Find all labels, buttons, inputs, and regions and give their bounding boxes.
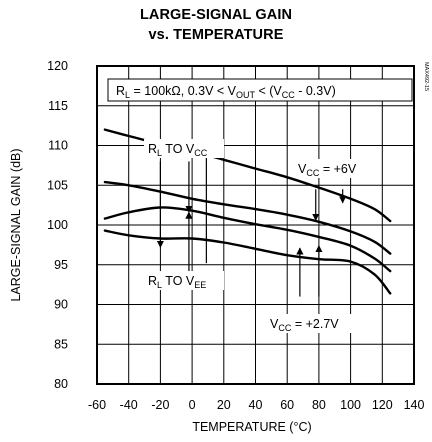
annotation-vcc-27v: VCC = +2.7V <box>270 317 339 333</box>
vcc-27v-label-bg <box>266 314 358 333</box>
y-axis-label: LARGE-SIGNAL GAIN (dB) <box>9 148 23 301</box>
y-tick-label: 115 <box>48 99 68 113</box>
series-line <box>103 180 392 255</box>
y-tick-label: 85 <box>54 337 68 351</box>
y-tick-label: 110 <box>48 139 68 153</box>
condition-label: RL = 100kΩ, 0.3V < VOUT < (VCC - 0.3V) <box>116 84 336 100</box>
plot-frame <box>96 65 415 385</box>
part-number: MAX492-15 <box>423 62 429 91</box>
vcc-6v-label-bg <box>294 159 376 178</box>
annotation-arrows <box>156 149 347 297</box>
x-tick-label: 140 <box>404 398 425 412</box>
condition-box <box>107 78 413 102</box>
y-tick-label: 100 <box>47 218 68 232</box>
chart-title: LARGE-SIGNAL GAIN <box>139 7 293 23</box>
y-tick-label: 90 <box>54 298 68 312</box>
y-tick-label: 105 <box>47 178 68 192</box>
x-tick-label: -20 <box>151 398 169 412</box>
x-tick-label: 20 <box>217 398 231 412</box>
x-tick-label: 120 <box>372 398 393 412</box>
x-tick-label: -60 <box>88 398 106 412</box>
rl-vcc-label-bg <box>144 139 224 158</box>
x-tick-label: 0 <box>189 398 196 412</box>
x-tick-label: 60 <box>280 398 294 412</box>
x-tick-labels: -60 -40 -20 0 20 40 60 80 100 120 140 <box>88 398 425 412</box>
y-tick-label: 95 <box>54 258 68 272</box>
annotation-rl-to-vcc: RL TO VCC <box>148 142 208 158</box>
series-line <box>103 229 392 295</box>
x-tick-label: -40 <box>120 398 138 412</box>
x-tick-label: 40 <box>249 398 263 412</box>
series-line <box>103 206 392 273</box>
annotation-vcc-6v: VCC = +6V <box>298 162 357 178</box>
x-tick-label: 80 <box>312 398 326 412</box>
y-tick-labels: 80 85 90 95 100 105 110 115 120 <box>47 59 68 391</box>
y-tick-label: 80 <box>54 377 68 391</box>
y-tick-label: 120 <box>47 59 68 73</box>
chart-subtitle: vs. TEMPERATURE <box>148 27 284 43</box>
x-tick-label: 100 <box>340 398 361 412</box>
x-axis-label: TEMPERATURE (°C) <box>192 420 311 434</box>
annotation-rl-to-vee: RL TO VEE <box>148 274 206 290</box>
rl-vee-label-bg <box>144 271 224 290</box>
